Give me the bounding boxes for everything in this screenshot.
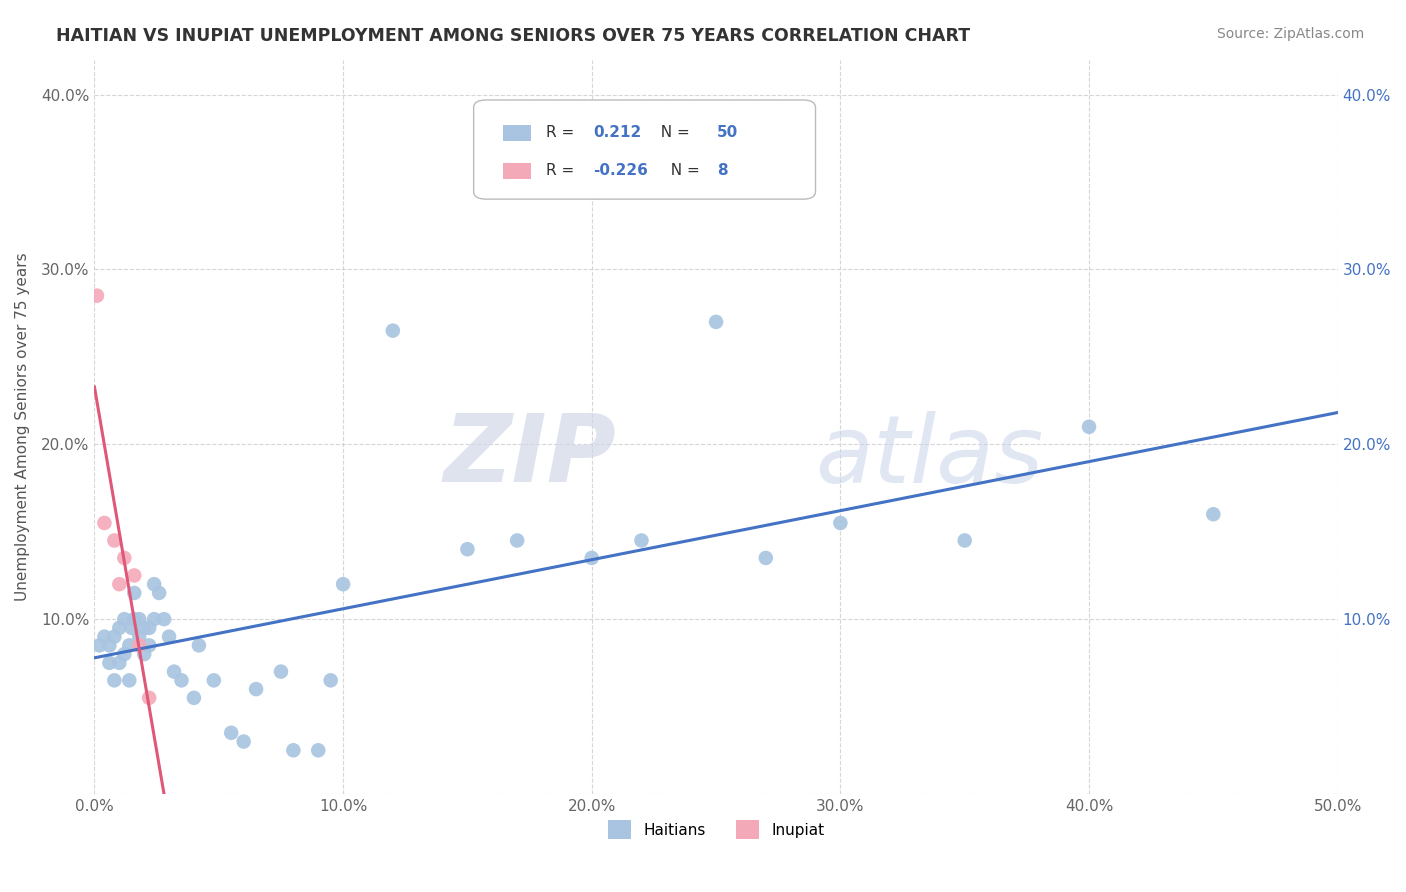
- Point: [138, 621, 160, 635]
- Point: [128, 630, 150, 644]
- Y-axis label: Unemployment Among Seniors over 75 years: Unemployment Among Seniors over 75 years: [15, 252, 30, 601]
- Point: [108, 577, 131, 591]
- FancyBboxPatch shape: [503, 125, 531, 141]
- FancyBboxPatch shape: [474, 100, 815, 199]
- Point: [456, 542, 478, 557]
- Text: Source: ZipAtlas.com: Source: ZipAtlas.com: [1216, 27, 1364, 41]
- Point: [122, 612, 145, 626]
- Text: HAITIAN VS INUPIAT UNEMPLOYMENT AMONG SENIORS OVER 75 YEARS CORRELATION CHART: HAITIAN VS INUPIAT UNEMPLOYMENT AMONG SE…: [56, 27, 970, 45]
- Text: 50: 50: [717, 125, 738, 140]
- Point: [128, 639, 150, 653]
- Point: [232, 734, 254, 748]
- Point: [134, 621, 156, 635]
- Text: R =: R =: [546, 163, 579, 178]
- Point: [112, 551, 135, 566]
- Point: [157, 630, 180, 644]
- Point: [332, 577, 354, 591]
- Point: [118, 673, 141, 688]
- Point: [138, 690, 160, 705]
- Point: [202, 673, 225, 688]
- Point: [381, 324, 404, 338]
- Point: [93, 516, 115, 530]
- Text: 0.212: 0.212: [593, 125, 641, 140]
- Point: [245, 682, 267, 697]
- Point: [121, 621, 143, 635]
- Point: [270, 665, 292, 679]
- Point: [138, 639, 160, 653]
- Point: [118, 639, 141, 653]
- Text: N =: N =: [651, 125, 690, 140]
- Point: [103, 630, 125, 644]
- Legend: Haitians, Inupiat: Haitians, Inupiat: [602, 814, 831, 845]
- Text: R =: R =: [546, 125, 579, 140]
- Point: [830, 516, 852, 530]
- Point: [153, 612, 176, 626]
- Point: [148, 586, 170, 600]
- Text: 8: 8: [717, 163, 728, 178]
- Point: [506, 533, 529, 548]
- Point: [112, 647, 135, 661]
- Point: [122, 568, 145, 582]
- Point: [134, 647, 156, 661]
- Point: [112, 612, 135, 626]
- Point: [581, 551, 603, 566]
- Point: [319, 673, 342, 688]
- Point: [89, 639, 111, 653]
- Point: [122, 586, 145, 600]
- Point: [630, 533, 652, 548]
- Point: [219, 726, 242, 740]
- Point: [283, 743, 305, 757]
- Point: [93, 630, 115, 644]
- Point: [170, 673, 193, 688]
- Point: [108, 621, 131, 635]
- Point: [1078, 419, 1101, 434]
- Point: [128, 612, 150, 626]
- Point: [103, 533, 125, 548]
- Text: ZIP: ZIP: [444, 410, 617, 502]
- Point: [755, 551, 778, 566]
- Point: [143, 577, 166, 591]
- Point: [98, 639, 121, 653]
- Point: [103, 673, 125, 688]
- Point: [163, 665, 186, 679]
- Text: atlas: atlas: [815, 410, 1043, 501]
- FancyBboxPatch shape: [503, 162, 531, 178]
- Point: [953, 533, 976, 548]
- Point: [143, 612, 166, 626]
- Point: [307, 743, 329, 757]
- Point: [86, 288, 108, 302]
- Point: [704, 315, 727, 329]
- Text: N =: N =: [661, 163, 700, 178]
- Point: [187, 639, 209, 653]
- Point: [183, 690, 205, 705]
- Text: -0.226: -0.226: [593, 163, 648, 178]
- Point: [98, 656, 121, 670]
- Point: [108, 656, 131, 670]
- Point: [1202, 507, 1225, 521]
